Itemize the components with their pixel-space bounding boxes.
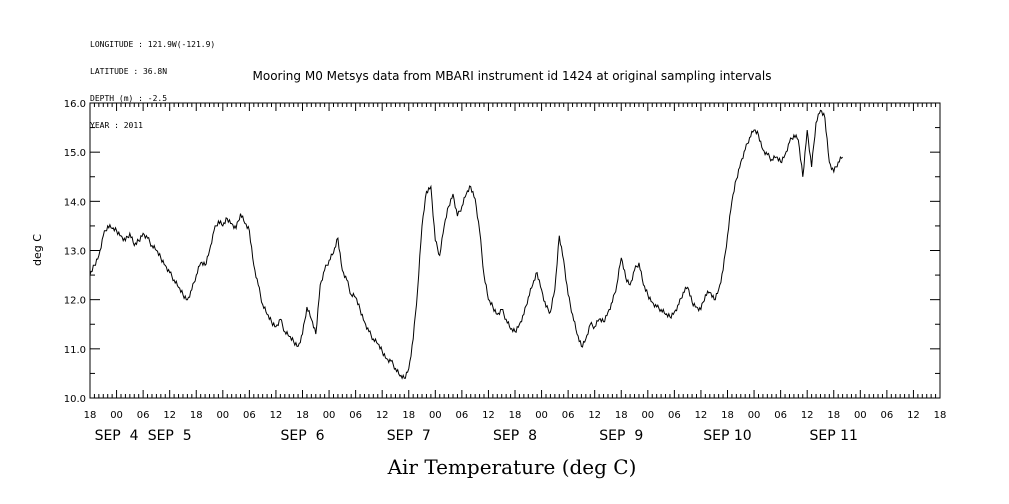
x-axis: 18 00 06 12 18 00 06 12 18 00 06 12 18 00 06 12 18 00 06 12… — [84, 103, 947, 444]
x-hour-label: 00 — [429, 410, 442, 421]
year-label: YEAR : 2011 — [90, 121, 143, 130]
x-date-label: SEP 4 — [95, 428, 139, 444]
x-date-label: SEP 10 — [703, 428, 751, 444]
x-hour-label: 06 — [137, 410, 150, 421]
x-hour-label: 12 — [270, 410, 283, 421]
y-tick-label: 13.0 — [64, 247, 86, 258]
x-date-label: SEP 11 — [810, 428, 858, 444]
x-hour-label: 18 — [615, 410, 628, 421]
x-hour-label: 18 — [934, 410, 947, 421]
y-tick-label: 10.0 — [64, 394, 86, 405]
x-hour-label: 18 — [827, 410, 840, 421]
x-hour-label: 12 — [588, 410, 601, 421]
x-hour-label: 18 — [402, 410, 415, 421]
x-hour-label: 06 — [668, 410, 681, 421]
metadata-block: LONGITUDE : 121.9W(-121.9) LATITUDE : 36… — [90, 22, 215, 139]
x-date-label: SEP 6 — [281, 428, 325, 444]
x-hour-label: 18 — [84, 410, 97, 421]
x-hour-label: 12 — [163, 410, 176, 421]
latitude-label: LATITUDE : 36.8N — [90, 67, 168, 76]
x-hour-label: 00 — [641, 410, 654, 421]
x-date-label: SEP 5 — [148, 428, 192, 444]
x-hour-label: 12 — [482, 410, 495, 421]
x-hour-label: 00 — [110, 410, 123, 421]
x-hour-label: 12 — [907, 410, 920, 421]
y-axis: 10.0 11.0 12.0 13.0 14.0 15.0 16.0 — [64, 99, 940, 405]
x-hour-label: 00 — [854, 410, 867, 421]
x-hour-label: 06 — [349, 410, 362, 421]
x-hour-label: 06 — [562, 410, 575, 421]
x-hour-label: 00 — [535, 410, 548, 421]
chart-title: Mooring M0 Metsys data from MBARI instru… — [253, 69, 772, 83]
x-hour-label: 00 — [323, 410, 336, 421]
x-hour-label: 12 — [695, 410, 708, 421]
depth-label: DEPTH (m) : -2.5 — [90, 94, 168, 103]
x-hour-label: 00 — [216, 410, 229, 421]
temperature-series-line — [89, 109, 843, 380]
y-tick-label: 16.0 — [64, 99, 86, 110]
x-hour-label: 00 — [748, 410, 761, 421]
longitude-label: LONGITUDE : 121.9W(-121.9) — [90, 40, 216, 49]
y-tick-label: 14.0 — [64, 197, 86, 208]
x-hour-label: 18 — [190, 410, 203, 421]
y-axis-label: deg C — [31, 234, 44, 266]
x-hour-label: 18 — [509, 410, 522, 421]
x-hour-label: 12 — [801, 410, 814, 421]
x-axis-label: Air Temperature (deg C) — [387, 455, 637, 479]
x-hour-label: 06 — [456, 410, 469, 421]
x-hour-label: 18 — [721, 410, 734, 421]
y-tick-label: 15.0 — [64, 148, 86, 159]
x-hour-label: 12 — [376, 410, 389, 421]
x-date-label: SEP 7 — [387, 428, 431, 444]
x-hour-label: 06 — [881, 410, 894, 421]
x-date-label: SEP 9 — [599, 428, 643, 444]
x-hour-label: 06 — [243, 410, 256, 421]
plot-frame — [89, 102, 941, 399]
y-tick-label: 12.0 — [64, 296, 86, 307]
x-hour-label: 18 — [296, 410, 309, 421]
y-tick-label: 11.0 — [64, 345, 86, 356]
x-hour-label: 06 — [774, 410, 787, 421]
x-date-label: SEP 8 — [493, 428, 537, 444]
